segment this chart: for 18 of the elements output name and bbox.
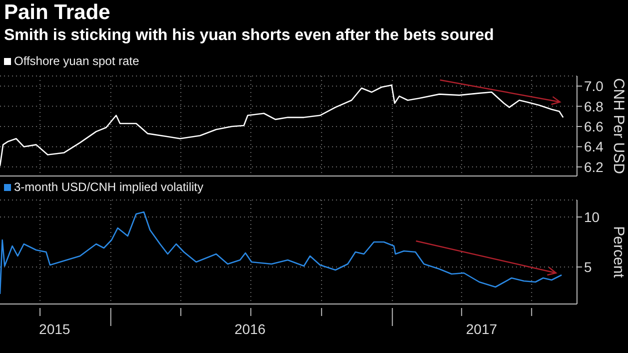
x-tick-label: 2017 xyxy=(466,321,498,337)
y-tick-label: 5 xyxy=(584,258,592,275)
y-tick-label: 6.8 xyxy=(584,98,604,114)
chart-title: Pain Trade xyxy=(4,1,110,25)
chart-subtitle: Smith is sticking with his yuan shorts even after the bets soured xyxy=(4,27,494,45)
y-axis-title: Percent xyxy=(610,226,627,278)
x-tick-label: 2016 xyxy=(234,321,266,337)
y-axis-title: CNH Per USD xyxy=(610,78,627,174)
y-tick-label: 7.0 xyxy=(584,78,604,94)
line-series xyxy=(0,211,562,295)
legend-label: 3-month USD/CNH implied volatility xyxy=(13,180,204,194)
y-tick-label: 6.2 xyxy=(584,158,604,175)
line-series xyxy=(0,84,564,167)
y-tick-label: 6.6 xyxy=(584,118,604,134)
x-tick-label: 2015 xyxy=(39,321,70,337)
legend-label: Offshore yuan spot rate xyxy=(13,54,140,68)
y-tick-label: 10 xyxy=(584,208,600,225)
y-tick-label: 6.4 xyxy=(584,138,604,155)
